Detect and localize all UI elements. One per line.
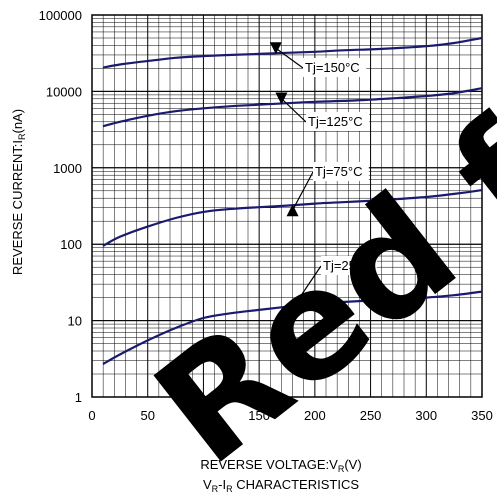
- y-tick-label: 10000: [46, 84, 82, 99]
- annotation-arrowhead: [284, 305, 297, 318]
- annotation-label-box: [306, 112, 370, 131]
- x-tick-label: 350: [471, 408, 493, 423]
- y-tick-labels: 1 10 100 1000 10000 100000: [39, 8, 82, 405]
- y-tick-label: 1000: [53, 161, 82, 176]
- x-tick-label: 300: [415, 408, 437, 423]
- annotation-label: Tj=150°C: [305, 60, 360, 75]
- y-tick-label: 100: [60, 237, 82, 252]
- x-tick-label: 200: [304, 408, 326, 423]
- annotation-arrowhead: [275, 92, 288, 105]
- y-axis-label: REVERSE CURRENT:IR(nA): [10, 109, 27, 275]
- annotation-label: Tj=125°C: [308, 114, 363, 129]
- y-tick-label: 100000: [39, 8, 82, 23]
- x-tick-label: 150: [248, 408, 270, 423]
- x-axis-label: REVERSE VOLTAGE:VR(V): [200, 457, 361, 474]
- caption-a: V: [203, 477, 212, 492]
- annotation-label-box: [313, 162, 369, 181]
- annotation-arrowhead: [269, 42, 282, 55]
- annotation-label-box: [303, 58, 367, 77]
- y-axis-label-unit: (nA): [10, 109, 25, 134]
- caption-sep: -I: [218, 477, 226, 492]
- grid: [91, 14, 483, 398]
- annotation-label-box: [321, 256, 377, 275]
- annotation-leader-line: [275, 47, 304, 69]
- y-tick-label: 1: [75, 390, 82, 405]
- x-tick-label: 0: [88, 408, 95, 423]
- series-line-2: [102, 189, 483, 247]
- annotation-leader-line: [281, 98, 307, 123]
- annotation-leader-line: [292, 171, 314, 211]
- caption-a-sub: R: [212, 484, 219, 494]
- x-axis-label-unit: (V): [344, 457, 361, 472]
- annotation-leader-line: [289, 265, 322, 312]
- x-tick-label: 100: [193, 408, 215, 423]
- y-axis-label-main: REVERSE CURRENT:I: [10, 140, 25, 275]
- y-tick-label: 10: [68, 314, 82, 329]
- caption-rest: CHARACTERISTICS: [233, 477, 360, 492]
- chart-caption: VR-IR CHARACTERISTICS: [203, 477, 359, 494]
- caption-b-sub: R: [226, 484, 233, 494]
- annotations: Tj=150°C Tj=125°C Tj=75°C Tj=25°C: [269, 42, 377, 318]
- plot-border: [91, 14, 483, 398]
- x-tick-label: 50: [140, 408, 154, 423]
- x-axis-label-sub: R: [338, 464, 345, 474]
- x-axis-label-main: REVERSE VOLTAGE:V: [200, 457, 338, 472]
- x-tick-label: 250: [360, 408, 382, 423]
- series-line-0: [102, 36, 483, 69]
- annotation-label: Tj=25°C: [323, 258, 370, 273]
- x-tick-labels: 0 50 100 150 200 250 300 350: [88, 408, 492, 423]
- plot-frame: [91, 14, 483, 398]
- y-axis-label-sub: R: [17, 133, 27, 140]
- annotation-label: Tj=75°C: [315, 164, 362, 179]
- annotation-arrowhead: [286, 204, 299, 217]
- series-line-3: [102, 290, 483, 365]
- watermark: Red fr: [125, 44, 497, 499]
